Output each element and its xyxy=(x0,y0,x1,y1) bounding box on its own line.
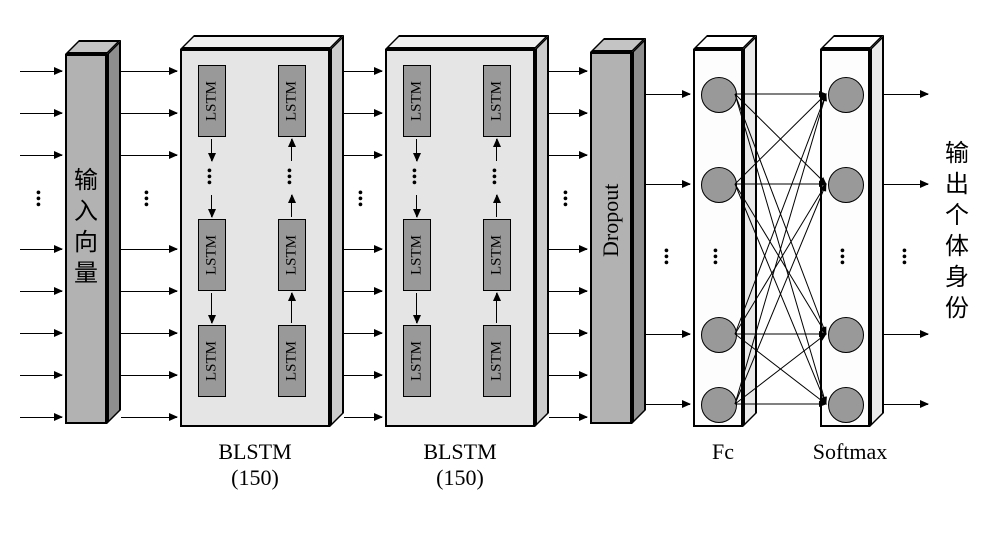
input-label: 输 入 向 量 xyxy=(67,166,105,291)
ellipsis: ••• xyxy=(664,249,669,267)
flow-arrow xyxy=(646,94,690,95)
lstm-cell: LSTM xyxy=(278,325,306,397)
lstm-cell: LSTM xyxy=(278,65,306,137)
lstm-arrow-up xyxy=(291,139,292,161)
flow-arrow xyxy=(549,113,587,114)
flow-arrow xyxy=(344,291,382,292)
fc-node xyxy=(701,387,737,423)
flow-arrow xyxy=(20,375,62,376)
output-label: 输 出 个 体 身 份 xyxy=(945,139,969,326)
lstm-arrow-down xyxy=(211,293,212,323)
lstm-cell: LSTM xyxy=(278,219,306,291)
flow-arrow xyxy=(344,417,382,418)
flow-arrow xyxy=(549,333,587,334)
ellipsis: ••• xyxy=(563,191,568,209)
lstm-arrow-up xyxy=(291,293,292,323)
flow-arrow xyxy=(549,249,587,250)
fc-node xyxy=(701,77,737,113)
flow-arrow xyxy=(121,113,177,114)
flow-arrow xyxy=(646,334,690,335)
flow-arrow xyxy=(344,249,382,250)
flow-arrow xyxy=(121,71,177,72)
flow-arrow xyxy=(20,155,62,156)
lstm-arrow-down xyxy=(416,139,417,161)
ellipsis: ••• xyxy=(287,169,292,187)
flow-arrow xyxy=(646,184,690,185)
lstm-cell: LSTM xyxy=(483,219,511,291)
flow-arrow xyxy=(344,333,382,334)
ellipsis: ••• xyxy=(713,249,718,267)
flow-arrow xyxy=(20,113,62,114)
lstm-cell: LSTM xyxy=(483,325,511,397)
ellipsis: ••• xyxy=(144,191,149,209)
softmax-node xyxy=(828,167,864,203)
flow-arrow xyxy=(20,333,62,334)
flow-arrow xyxy=(20,417,62,418)
flow-arrow xyxy=(121,249,177,250)
lstm-cell: LSTM xyxy=(403,65,431,137)
ellipsis: ••• xyxy=(207,169,212,187)
ellipsis: ••• xyxy=(36,191,41,209)
flow-arrow xyxy=(884,404,928,405)
dropout-label: Dropout xyxy=(598,219,624,257)
lstm-arrow-down xyxy=(416,195,417,217)
flow-arrow xyxy=(121,333,177,334)
flow-arrow xyxy=(549,375,587,376)
softmax-node xyxy=(828,387,864,423)
ellipsis: ••• xyxy=(492,169,497,187)
lstm-cell: LSTM xyxy=(483,65,511,137)
fc-node xyxy=(701,317,737,353)
flow-arrow xyxy=(884,184,928,185)
flow-arrow xyxy=(20,249,62,250)
ellipsis: ••• xyxy=(358,191,363,209)
ellipsis: ••• xyxy=(840,249,845,267)
flow-arrow xyxy=(344,113,382,114)
softmax-node xyxy=(828,317,864,353)
network-diagram: 输 入 向 量 LSTM ••• LSTM LSTM LSTM ••• LSTM… xyxy=(10,19,990,519)
blstm1-caption: BLSTM(150) xyxy=(180,439,330,491)
lstm-cell: LSTM xyxy=(198,219,226,291)
flow-arrow xyxy=(121,375,177,376)
softmax-caption: Softmax xyxy=(805,439,895,465)
fc-node xyxy=(701,167,737,203)
flow-arrow xyxy=(20,291,62,292)
flow-arrow xyxy=(20,71,62,72)
flow-arrow xyxy=(121,417,177,418)
lstm-arrow-up xyxy=(496,195,497,217)
lstm-arrow-down xyxy=(211,195,212,217)
flow-arrow xyxy=(344,375,382,376)
ellipsis: ••• xyxy=(412,169,417,187)
softmax-node xyxy=(828,77,864,113)
lstm-arrow-up xyxy=(496,293,497,323)
blstm2-caption: BLSTM(150) xyxy=(385,439,535,491)
flow-arrow xyxy=(646,404,690,405)
lstm-cell: LSTM xyxy=(403,325,431,397)
flow-arrow xyxy=(121,291,177,292)
lstm-arrow-up xyxy=(291,195,292,217)
flow-arrow xyxy=(549,417,587,418)
flow-arrow xyxy=(344,71,382,72)
flow-arrow xyxy=(121,155,177,156)
flow-arrow xyxy=(549,291,587,292)
flow-arrow xyxy=(884,334,928,335)
lstm-arrow-down xyxy=(211,139,212,161)
flow-arrow xyxy=(884,94,928,95)
lstm-cell: LSTM xyxy=(198,325,226,397)
lstm-cell: LSTM xyxy=(403,219,431,291)
lstm-cell: LSTM xyxy=(198,65,226,137)
flow-arrow xyxy=(549,155,587,156)
ellipsis: ••• xyxy=(902,249,907,267)
fc-caption: Fc xyxy=(693,439,753,465)
lstm-arrow-down xyxy=(416,293,417,323)
flow-arrow xyxy=(549,71,587,72)
lstm-arrow-up xyxy=(496,139,497,161)
flow-arrow xyxy=(344,155,382,156)
